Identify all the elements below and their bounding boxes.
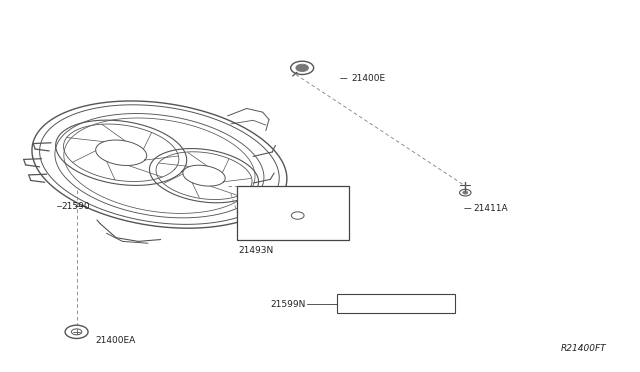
Text: ⚠ MISE EN GARDE: ⚠ MISE EN GARDE [400, 296, 440, 300]
Text: 21400E: 21400E [351, 74, 385, 83]
Text: ⚠ CAUTION: ⚠ CAUTION [344, 296, 369, 300]
Circle shape [463, 191, 468, 194]
Text: 21411A: 21411A [473, 203, 508, 213]
Text: 21493N: 21493N [239, 246, 274, 255]
Bar [337, 294, 455, 313]
Text: ▓▓▓▓▓▓▓▓▓▓▓▓: ▓▓▓▓▓▓▓▓▓▓▓▓ [399, 304, 437, 308]
Text: 21599N: 21599N [271, 300, 306, 309]
Text: 21400EA: 21400EA [96, 336, 136, 345]
Text: R21400FT: R21400FT [561, 344, 607, 353]
Text: —: — [339, 74, 347, 83]
Text: ▓▓▓▓▓▓▓▓▓▓: ▓▓▓▓▓▓▓▓▓▓ [342, 304, 374, 308]
Bar [237, 186, 349, 240]
Text: 21590: 21590 [61, 202, 90, 211]
Text: —: — [463, 203, 471, 213]
Circle shape [296, 64, 308, 71]
